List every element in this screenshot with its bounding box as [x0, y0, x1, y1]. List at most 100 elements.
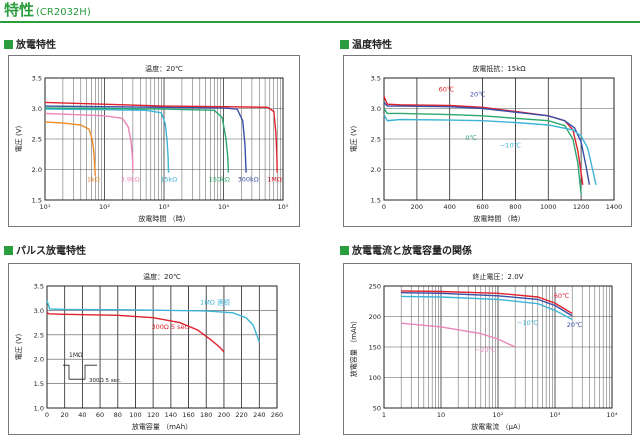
plot-frame: [383, 77, 615, 201]
x-tick-label: 20: [61, 411, 69, 419]
section-marker-icon: [340, 246, 349, 255]
series-line: [401, 290, 573, 315]
chart-discharge: 温度：20℃ 10¹ 10² 10³ 10⁴ 10⁵ 1.5 2.0 2.5 3.0 3.5 放電時間…: [15, 64, 289, 223]
x-tick-label: 0: [45, 411, 49, 419]
x-tick-label: 10⁴: [607, 411, 618, 419]
y-tick-label: 2.5: [34, 331, 44, 339]
chart-title: 温度：20℃: [145, 64, 183, 73]
plot-frame: [46, 285, 278, 409]
series-label: 20℃: [567, 321, 583, 329]
chart-current-capacity: 終止電圧：2.0V 1 10 10² 10³ 10⁴ 50 100 150 200 250 放電電流 …: [349, 272, 618, 431]
series-label: 20℃: [470, 90, 486, 98]
series-line: [383, 96, 584, 185]
section-marker-icon: [4, 246, 13, 255]
x-tick-label: 1400: [606, 203, 623, 211]
page-title-model: (CR2032H): [36, 7, 91, 18]
y-tick-label: 2.0: [32, 166, 42, 174]
x-tick-label: 1: [382, 411, 386, 419]
x-axis-label: 放電時間 （時）: [473, 214, 524, 223]
chart-panel-current-capacity: 終止電圧：2.0V 1 10 10² 10³ 10⁴ 50 100 150 200 250 放電電流 …: [343, 263, 632, 435]
y-tick-label: 3.0: [34, 307, 44, 315]
chart-pulse: 温度：20℃ 0 20 40 60 80 100 120 140 160 180 200 220 240 2…: [15, 272, 283, 431]
section-heading-discharge: 放電特性: [4, 40, 56, 52]
series-line: [401, 295, 573, 321]
y-axis-label: 放電容量 （mAh）: [349, 317, 358, 377]
series-label: 150kΩ: [209, 176, 230, 184]
x-tick-label: 600: [476, 203, 488, 211]
y-tick-label: 3.5: [371, 75, 381, 83]
series-line: [46, 311, 225, 353]
chart-panel-discharge: 温度：20℃ 10¹ 10² 10³ 10⁴ 10⁵ 1.5 2.0 2.5 3.0 3.5 放電時間…: [8, 55, 300, 227]
chart-temperature: 放電抵抗：15kΩ 0 200 400 600 800 1000 1200 1400 1.5 2.0…: [350, 64, 623, 223]
y-tick-label: 3.5: [32, 75, 42, 83]
y-tick-label: 2.5: [32, 136, 42, 144]
series-label: −10℃: [517, 319, 538, 327]
inset-label-bottom: 300Ω 5 sec.: [89, 378, 122, 384]
series-label: 60℃: [439, 85, 455, 93]
x-tick-label: 10³: [550, 411, 561, 419]
x-tick-label: 200: [411, 203, 423, 211]
x-tick-label: 10²: [493, 411, 504, 419]
series-label: −20℃: [475, 346, 496, 354]
section-heading-text: パルス放電特性: [16, 246, 86, 257]
page-title: 特性 (CR2032H): [4, 0, 91, 20]
chart-title: 温度：20℃: [143, 272, 181, 281]
x-axis-label: 放電容量 （mAh）: [132, 422, 192, 431]
series-label: 15kΩ: [160, 176, 177, 184]
y-tick-label: 1.5: [32, 197, 42, 205]
series-label: 0℃: [465, 134, 476, 142]
x-tick-label: 200: [218, 411, 230, 419]
section-heading-text: 放電電流と放電容量の関係: [352, 246, 472, 257]
title-rule: [0, 21, 640, 23]
x-tick-label: 80: [114, 411, 122, 419]
section-heading-temperature: 温度特性: [340, 40, 392, 52]
series-line: [46, 300, 260, 343]
x-tick-label: 60: [96, 411, 104, 419]
section-heading-pulse: パルス放電特性: [4, 246, 86, 258]
chart-title: 放電抵抗：15kΩ: [472, 64, 526, 73]
x-tick-label: 180: [200, 411, 212, 419]
section-marker-icon: [340, 40, 349, 49]
section-heading-current-capacity: 放電電流と放電容量の関係: [340, 246, 472, 258]
x-tick-label: 1000: [540, 203, 557, 211]
x-axis-label: 放電電流 （μA）: [471, 422, 524, 431]
series-line: [383, 108, 582, 194]
x-tick-label: 260: [271, 411, 283, 419]
series-line: [44, 105, 247, 173]
x-tick-label: 40: [78, 411, 86, 419]
series-line: [44, 101, 278, 173]
series-label: 1kΩ: [87, 176, 100, 184]
x-tick-label: 140: [165, 411, 177, 419]
y-tick-label: 50: [373, 405, 381, 413]
x-tick-label: 10: [437, 411, 445, 419]
x-tick-label: 400: [444, 203, 456, 211]
inset-label-top: 1MΩ: [69, 352, 83, 359]
series-label: 60℃: [554, 292, 570, 300]
page-title-main: 特性: [4, 1, 35, 19]
series-label: 1MΩ 連続: [200, 298, 230, 307]
x-tick-label: 160: [182, 411, 194, 419]
y-tick-label: 3.0: [371, 105, 381, 113]
x-tick-label: 1200: [573, 203, 590, 211]
section-heading-text: 温度特性: [352, 40, 392, 51]
x-tick-label: 120: [147, 411, 159, 419]
x-tick-label: 10⁴: [218, 203, 229, 211]
x-axis-label: 放電時間 （時）: [138, 214, 189, 223]
section-heading-text: 放電特性: [16, 40, 56, 51]
series-line: [44, 108, 170, 173]
y-tick-label: 1.5: [34, 380, 44, 388]
y-tick-label: 250: [369, 283, 381, 291]
y-tick-label: 1.5: [371, 197, 381, 205]
y-tick-label: 3.0: [32, 105, 42, 113]
y-tick-label: 2.0: [34, 356, 44, 364]
y-axis-label: 電圧 (V): [350, 125, 358, 152]
y-axis-label: 電圧 (V): [15, 125, 23, 152]
x-tick-label: 10¹: [40, 203, 51, 211]
inset-pulse-waveform: [63, 364, 97, 380]
plot-frame: [383, 285, 613, 409]
y-tick-label: 200: [369, 313, 381, 321]
plot-frame: [44, 77, 284, 201]
y-tick-label: 100: [369, 374, 381, 382]
y-tick-label: 2.0: [371, 166, 381, 174]
x-tick-label: 10³: [159, 203, 170, 211]
